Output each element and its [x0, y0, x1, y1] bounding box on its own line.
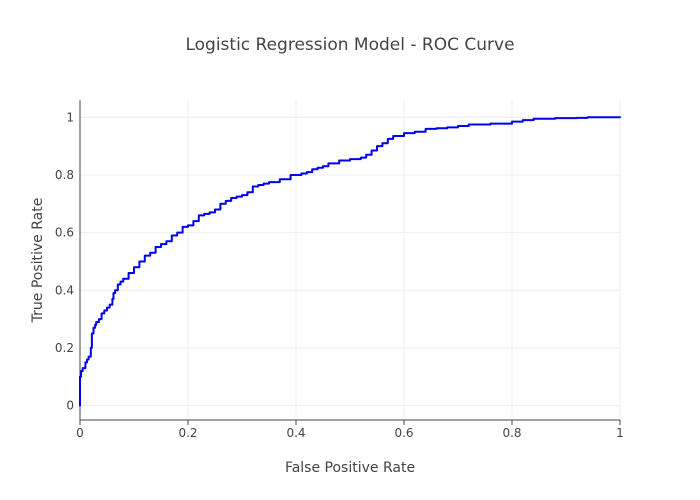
grid-layer: [80, 100, 621, 420]
y-tick-label: 1: [66, 110, 74, 124]
tick-label-layer: 0 0.2 0.4 0.6 0.8 1 0 0.2 0.4 0.6 0.8 1: [55, 110, 624, 440]
x-tick-label: 0.8: [502, 426, 521, 440]
y-tick-label: 0: [66, 399, 74, 413]
y-tick-label: 0.6: [55, 226, 74, 240]
x-tick-label: 1: [616, 426, 624, 440]
y-tick-label: 0.8: [55, 168, 74, 182]
series-line-roc: [79, 116, 621, 407]
axis-layer: [79, 100, 621, 425]
chart-title: Logistic Regression Model - ROC Curve: [185, 35, 514, 55]
y-tick-label: 0.4: [55, 283, 74, 297]
y-tick-label: 0.2: [55, 341, 74, 355]
x-tick-label: 0.2: [178, 426, 197, 440]
x-tick-label: 0: [76, 426, 84, 440]
x-axis-title: False Positive Rate: [285, 460, 415, 476]
x-tick-label: 0.6: [394, 426, 413, 440]
x-tick-label: 0.4: [286, 426, 305, 440]
y-axis-title: True Positive Rate: [30, 198, 46, 324]
